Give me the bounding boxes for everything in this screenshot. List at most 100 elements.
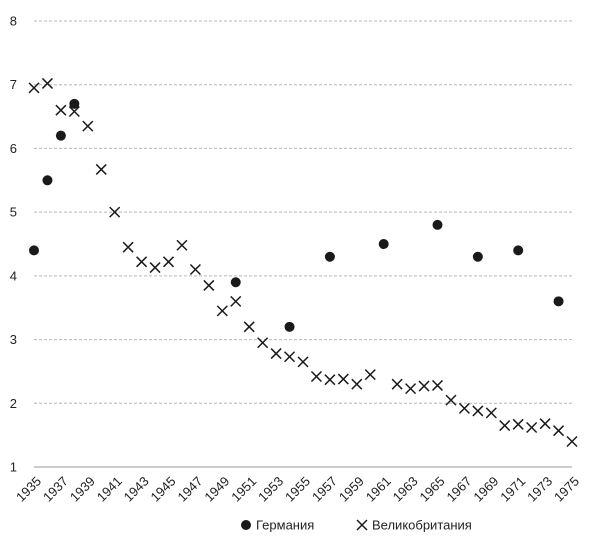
series-2-point-stroke [189, 263, 201, 276]
series-1-point [29, 245, 39, 256]
series-2-point [391, 378, 403, 390]
series-2-point-stroke [310, 370, 322, 383]
x-tick-label: 1947 [174, 474, 205, 505]
series-2-point [351, 378, 363, 390]
legend: Германия Великобритания [241, 518, 472, 533]
series-1-point [324, 251, 335, 262]
series-2-point-stroke [431, 379, 444, 391]
series-2-point-stroke [176, 239, 188, 251]
series-2-point-stroke [566, 435, 578, 448]
series-2-point-stroke [553, 425, 565, 437]
x-tick-label: 1937 [40, 474, 71, 505]
series-2-point [257, 337, 269, 349]
x-tick-label: 1973 [524, 474, 555, 505]
x-tick-label: 1945 [148, 474, 179, 505]
series-2-point [337, 373, 349, 385]
series-2-point [109, 206, 121, 218]
series-1-point [513, 245, 524, 256]
legend-marker-1 [241, 520, 251, 530]
series-2-point-stroke [122, 241, 134, 253]
series-2-point [485, 407, 497, 419]
y-tick-label: 7 [10, 77, 17, 92]
series-2-point-stroke [472, 405, 484, 417]
series-2-point-stroke [539, 418, 551, 430]
series-2-point-stroke [41, 77, 53, 89]
series-2-point-stroke [270, 348, 282, 360]
x-tick-label: 1967 [443, 474, 474, 505]
series-2-point-stroke [109, 206, 121, 218]
series-2-point-stroke [162, 256, 175, 268]
legend-marker-2 [356, 519, 368, 531]
series-2-point-stroke [526, 421, 538, 434]
series-2-point-stroke [136, 256, 148, 268]
series-2-point [68, 105, 80, 118]
series-2-point [418, 380, 430, 392]
series-2-point [472, 405, 484, 417]
series-2-point [28, 82, 40, 94]
x-tick-label: 1939 [67, 474, 98, 505]
series-1 [29, 98, 564, 332]
series-2-point [162, 256, 175, 268]
x-tick-label: 1971 [497, 474, 528, 505]
series-2-point [55, 104, 67, 116]
series-1-point [472, 251, 483, 262]
series-2-point [431, 379, 444, 391]
series-2-point [364, 369, 376, 381]
series-2-point [95, 163, 107, 175]
y-tick-label: 8 [10, 14, 17, 29]
x-tick-label: 1963 [390, 474, 421, 505]
series-1-point [284, 321, 295, 332]
series-2-point-stroke [512, 418, 524, 430]
series-2-point-stroke [95, 163, 107, 175]
series-2-point-stroke [485, 407, 497, 419]
x-tick-label: 1951 [228, 474, 259, 505]
series-2-point [243, 321, 255, 333]
series-1-point [55, 130, 66, 141]
series-2-point [499, 420, 511, 432]
series-2-point [189, 263, 201, 276]
data-points [28, 77, 578, 448]
series-2-point-stroke [351, 378, 363, 390]
y-axis: 1 2 3 4 5 6 7 8 [10, 14, 17, 475]
series-2-point [526, 421, 538, 434]
series-2-point [41, 77, 53, 89]
series-2-point [553, 425, 565, 437]
series-2-point [230, 295, 242, 307]
series-2-point-stroke [68, 105, 80, 118]
x-axis: 1935193719391941194319451947194919511953… [13, 474, 582, 505]
y-tick-label: 1 [10, 460, 17, 475]
series-2-point-stroke [230, 295, 242, 307]
series-2-point-stroke [82, 120, 94, 132]
legend-label-2: Великобритания [372, 518, 472, 533]
series-2-point [203, 279, 215, 291]
series-2-point-stroke [499, 420, 511, 432]
series-2-point [216, 305, 228, 317]
gridlines [34, 20, 572, 468]
series-1-point [69, 98, 80, 109]
legend-marker-2-stroke [356, 519, 368, 531]
series-2-point [297, 356, 309, 368]
series-2-point-stroke [364, 369, 376, 381]
x-tick-label: 1953 [255, 474, 286, 505]
series-2 [28, 77, 578, 448]
series-2-point-stroke [284, 351, 296, 363]
y-tick-label: 6 [10, 141, 17, 156]
series-2-point [284, 351, 296, 363]
x-tick-label: 1941 [94, 474, 125, 505]
series-2-point [566, 435, 578, 448]
x-tick-label: 1955 [282, 474, 313, 505]
series-2-point [310, 370, 322, 383]
series-2-point-stroke [216, 305, 228, 317]
series-2-point [324, 374, 336, 386]
series-2-point-stroke [391, 378, 403, 390]
y-tick-label: 3 [10, 332, 17, 347]
series-2-point-stroke [257, 337, 269, 349]
series-2-point [136, 256, 148, 268]
y-tick-label: 5 [10, 205, 17, 220]
series-2-point [176, 239, 188, 251]
series-2-point [458, 402, 470, 414]
series-1-point [230, 277, 241, 288]
x-tick-label: 1959 [336, 474, 367, 505]
x-tick-label: 1949 [201, 474, 232, 505]
